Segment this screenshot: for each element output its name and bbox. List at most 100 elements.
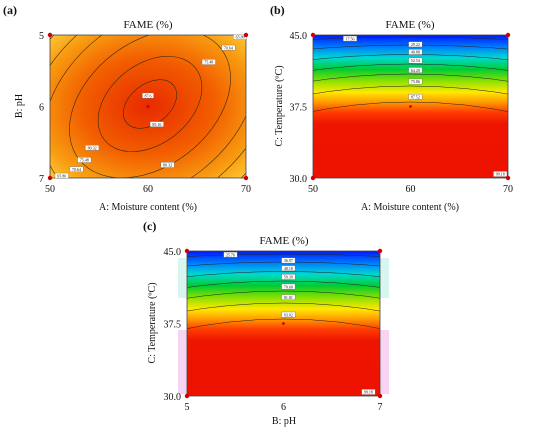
contour-label: 25.76 (223, 251, 238, 258)
y-tick-label: 30.0 (290, 174, 308, 185)
contour-label-text: 36.97 (284, 258, 293, 263)
contour-line (313, 85, 508, 95)
x-tick-label: 50 (308, 184, 318, 195)
design-point-marker (47, 32, 53, 38)
contour-line (313, 63, 508, 71)
contour-label-text: 99.18 (496, 172, 505, 177)
contour-label-box (281, 283, 296, 290)
plot-frame-c (186, 250, 381, 397)
design-point-marker (310, 175, 316, 181)
x-tick-label: 60 (406, 184, 416, 195)
design-points-c (184, 248, 383, 399)
contour-label: 75.86 (408, 78, 423, 85)
design-point-marker (243, 32, 249, 38)
design-point-marker (377, 248, 383, 254)
x-tick-label: 50 (45, 184, 55, 195)
contour-line (313, 73, 508, 82)
contour-line (187, 253, 380, 257)
contour-label-text: 52.54 (411, 58, 420, 63)
center-point-marker (409, 105, 412, 108)
contour-label: 48.18 (281, 265, 296, 271)
contour-label-box (54, 172, 69, 179)
contour-label-box (77, 157, 92, 163)
contour-label-box (85, 145, 100, 151)
contour-label-text: 87.52 (411, 94, 420, 99)
y-tick-label: 30.0 (164, 392, 182, 403)
x-tick-label: 70 (503, 184, 513, 195)
contour-line (187, 302, 380, 312)
side-shade (379, 258, 389, 298)
y-axis-label-b: C: Temperature (ºC) (274, 65, 285, 146)
contour-label-text: 93.02 (284, 312, 293, 317)
contour-label-text: 70.60 (284, 284, 293, 289)
contour-label-box (142, 92, 154, 99)
design-point-marker (47, 175, 53, 181)
contour-label: 80.32 (85, 145, 100, 151)
design-point-marker (505, 32, 511, 38)
contour-label-box (281, 265, 296, 271)
contour-label-text: 70.64 (224, 45, 233, 50)
chart-title-c: FAME (%) (260, 235, 309, 247)
contour-label: 75.48 (77, 157, 92, 163)
contour-label-box (408, 57, 423, 64)
design-point-marker (184, 393, 190, 399)
side-shade (178, 330, 188, 394)
chart-title-a: FAME (%) (124, 19, 173, 31)
y-tick-label: 6 (39, 103, 44, 114)
contour-label-box (281, 294, 296, 300)
panel-b: (b) FAME (%) 17.56 29.22 40.88 52.54 64.20 75… (270, 3, 513, 213)
contour-labels-c: 25.76 36.97 48.18 59.39 70.60 81.81 93.02 99.18 (223, 251, 376, 395)
contour-label: 17.56 (343, 35, 357, 42)
contour-label-text: 59.39 (284, 275, 293, 280)
contour-label: 36.97 (281, 257, 296, 264)
contour-label: 85.16 (149, 121, 164, 127)
contour-label: 52.54 (408, 57, 423, 64)
panel-c: (c) FAME (%) 25.76 36.97 48.18 59.39 70.60 81… (143, 219, 389, 427)
contour-label: 70.60 (281, 283, 296, 290)
contour-label-box (408, 49, 423, 55)
y-tick-label: 45.0 (164, 247, 182, 258)
panel-label-a: (a) (3, 3, 17, 17)
y-tick-label: 37.5 (290, 103, 308, 114)
contour-label-box (361, 389, 376, 395)
contour-label: 87.6 (142, 92, 154, 99)
contour-label-box (408, 78, 423, 85)
contour-label-box (493, 171, 508, 177)
contour-label-box (221, 44, 236, 51)
contour-label: 80.32 (160, 162, 175, 168)
contour-label-text: 75.86 (411, 79, 420, 84)
design-point-marker (505, 175, 511, 181)
contour-label: 29.22 (408, 41, 423, 48)
contour-label-text: 48.18 (284, 266, 293, 271)
contour-label-box (408, 67, 423, 73)
contour-label-text: 70.64 (72, 167, 81, 172)
x-tick-label: 70 (241, 184, 251, 195)
contour-line (123, 79, 177, 129)
contour-label: 65.80 (54, 172, 69, 179)
contour-label-box (69, 166, 84, 172)
x-axis-label-a: A: Moisture content (%) (99, 202, 197, 213)
design-point-marker (377, 393, 383, 399)
y-tick-label: 37.5 (164, 320, 182, 331)
x-axis-label-b: A: Moisture content (%) (361, 202, 459, 213)
contour-label: 64.20 (408, 67, 423, 73)
y-axis-label-a: B: pH (14, 94, 25, 118)
contour-label: 59.39 (281, 274, 296, 280)
contour-label: 81.81 (281, 294, 296, 300)
contour-label-text: 81.81 (284, 295, 293, 300)
contour-labels-a: 87.685.1680.3275.4870.6465.8080.3275.487… (54, 34, 248, 179)
contour-label-box (343, 35, 357, 42)
contour-label-text: 99.18 (364, 390, 373, 395)
design-points-b (310, 32, 511, 181)
tick-labels-c: 5 6 7 30.0 37.5 45.0 (164, 247, 383, 413)
panel-a: (a) FAME (%) 87.685.1680.3275.4870.6465.… (3, 3, 251, 213)
contour-label-box (149, 121, 164, 127)
x-tick-label: 6 (281, 402, 286, 413)
plot-frame-a (49, 34, 247, 179)
contour-label: 70.64 (69, 166, 84, 172)
tick-labels-a: 50 60 70 5 6 7 (39, 31, 251, 195)
design-point-marker (184, 248, 190, 254)
contour-label: 87.52 (408, 94, 423, 100)
panel-label-c: (c) (143, 219, 156, 233)
contour-label: 40.88 (408, 49, 423, 55)
